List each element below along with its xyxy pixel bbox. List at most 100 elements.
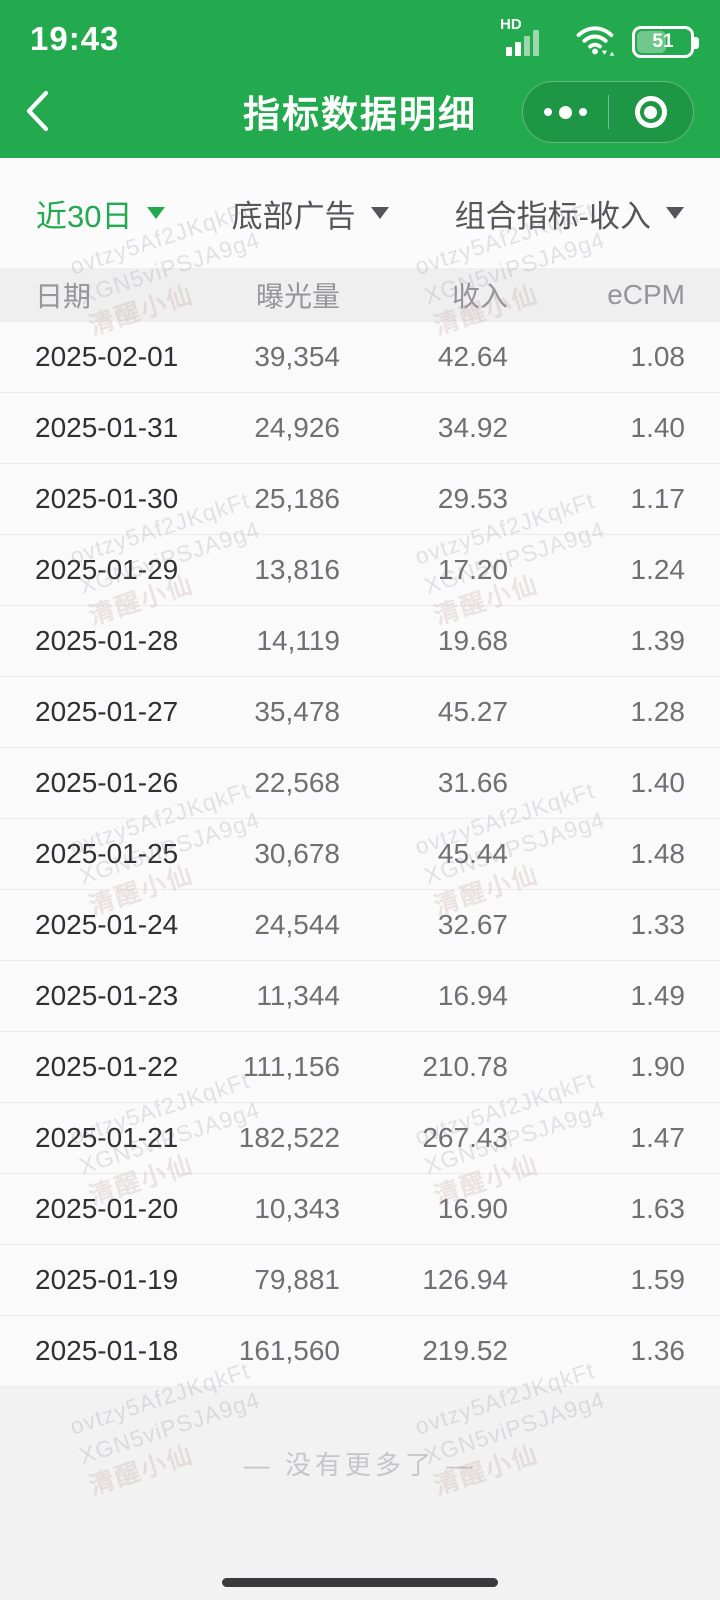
table-row: 2025-01-21 182,522 267.43 1.47 <box>0 1103 720 1174</box>
cell-revenue: 210.78 <box>422 1051 508 1082</box>
filter-metric-combo-label: 组合指标-收入 <box>454 198 651 234</box>
table-row: 2025-01-30 25,186 29.53 1.17 <box>0 464 720 535</box>
cell-ecpm: 1.17 <box>630 483 686 514</box>
cell-revenue: 16.94 <box>437 980 508 1011</box>
cell-ecpm: 1.48 <box>630 838 686 869</box>
wifi-icon <box>576 26 615 56</box>
cell-impressions: 182,522 <box>238 1122 340 1153</box>
hd-badge: HD <box>500 16 522 33</box>
filter-date-range[interactable]: 近30日 <box>36 191 166 236</box>
table-row: 2025-01-18 161,560 219.52 1.36 <box>0 1316 720 1387</box>
status-bar: 19:43 HD 51 <box>0 0 720 64</box>
table-row: 2025-02-01 39,354 42.64 1.08 <box>0 322 720 393</box>
battery-percent: 51 <box>652 31 674 52</box>
cell-impressions: 24,544 <box>254 909 340 940</box>
status-icons: HD 51 <box>500 16 699 58</box>
cell-impressions: 30,678 <box>254 838 340 869</box>
cell-date: 2025-01-23 <box>35 980 179 1011</box>
list-footer: — 没有更多了 — <box>0 1387 720 1600</box>
cell-date: 2025-01-30 <box>35 483 179 514</box>
cell-revenue: 45.44 <box>437 838 508 869</box>
home-indicator-bar[interactable] <box>222 1578 498 1587</box>
filter-date-range-label: 近30日 <box>36 198 133 234</box>
cell-ecpm: 1.36 <box>630 1335 686 1366</box>
no-more-text: — 没有更多了 — <box>243 1450 477 1480</box>
cell-ecpm: 1.39 <box>630 625 686 656</box>
back-chevron-icon <box>26 90 49 132</box>
cell-impressions: 35,478 <box>254 696 340 727</box>
cell-impressions: 10,343 <box>254 1193 340 1224</box>
cell-ecpm: 1.40 <box>630 412 686 443</box>
cell-date: 2025-01-22 <box>35 1051 179 1082</box>
cell-impressions: 22,568 <box>254 767 340 798</box>
cell-impressions: 14,119 <box>256 625 340 656</box>
cell-revenue: 17.20 <box>437 554 508 585</box>
cell-date: 2025-01-26 <box>35 767 179 798</box>
cell-impressions: 25,186 <box>254 483 340 514</box>
filter-bar: 近30日 底部广告 组合指标-收入 <box>0 158 720 268</box>
cell-impressions: 11,344 <box>256 980 340 1011</box>
cell-revenue: 126.94 <box>422 1264 508 1295</box>
chevron-down-icon <box>666 207 684 219</box>
table-row: 2025-01-26 22,568 31.66 1.40 <box>0 748 720 819</box>
cell-ecpm: 1.59 <box>630 1264 686 1295</box>
capsule-divider <box>607 95 609 129</box>
cell-date: 2025-01-27 <box>35 696 179 727</box>
cell-date: 2025-01-21 <box>35 1122 179 1153</box>
table-row: 2025-01-22 111,156 210.78 1.90 <box>0 1032 720 1103</box>
filter-ad-position[interactable]: 底部广告 <box>232 191 389 236</box>
cell-date: 2025-01-28 <box>35 625 179 656</box>
cell-revenue: 45.27 <box>437 696 508 727</box>
battery-fill <box>637 31 666 53</box>
cell-ecpm: 1.63 <box>630 1193 686 1224</box>
column-impressions: 曝光量 <box>255 281 340 312</box>
cell-impressions: 111,156 <box>242 1051 340 1082</box>
mini-program-capsule <box>522 81 694 143</box>
filter-metric-combo[interactable]: 组合指标-收入 <box>455 191 684 236</box>
cell-ecpm: 1.40 <box>630 767 686 798</box>
column-date: 日期 <box>35 281 92 312</box>
chevron-down-icon <box>147 207 166 219</box>
cell-impressions: 39,354 <box>254 341 340 372</box>
cell-ecpm: 1.24 <box>630 554 686 585</box>
table-row: 2025-01-28 14,119 19.68 1.39 <box>0 606 720 677</box>
app-header: 19:43 HD 51 <box>0 0 720 158</box>
cell-date: 2025-02-01 <box>35 341 179 372</box>
battery-nub <box>694 37 699 49</box>
status-time: 19:43 <box>30 20 120 57</box>
table-body: 2025-02-01 39,354 42.64 1.08 2025-01-31 24,92… <box>0 322 720 1387</box>
cell-date: 2025-01-24 <box>35 909 179 940</box>
table-row: 2025-01-27 35,478 45.27 1.28 <box>0 677 720 748</box>
table-row: 2025-01-25 30,678 45.44 1.48 <box>0 819 720 890</box>
chevron-down-icon <box>370 207 389 219</box>
cell-impressions: 13,816 <box>254 554 340 585</box>
table-row: 2025-01-19 79,881 126.94 1.59 <box>0 1245 720 1316</box>
cell-revenue: 16.90 <box>437 1193 508 1224</box>
column-ecpm: eCPM <box>607 279 685 310</box>
table-row: 2025-01-20 10,343 16.90 1.63 <box>0 1174 720 1245</box>
cell-ecpm: 1.47 <box>630 1122 686 1153</box>
cell-date: 2025-01-19 <box>35 1264 179 1295</box>
cell-date: 2025-01-29 <box>35 554 179 585</box>
cell-revenue: 34.92 <box>437 412 508 443</box>
close-minimize-button[interactable] <box>609 82 694 142</box>
cell-ecpm: 1.90 <box>630 1051 686 1082</box>
more-dots-icon <box>543 105 587 119</box>
more-button[interactable] <box>523 82 608 142</box>
back-button[interactable] <box>24 88 64 134</box>
table-row: 2025-01-23 11,344 16.94 1.49 <box>0 961 720 1032</box>
table-row: 2025-01-29 13,816 17.20 1.24 <box>0 535 720 606</box>
filter-ad-position-label: 底部广告 <box>231 198 356 234</box>
cell-revenue: 42.64 <box>437 341 508 372</box>
cell-ecpm: 1.33 <box>630 909 686 940</box>
table-row: 2025-01-24 24,544 32.67 1.33 <box>0 890 720 961</box>
cell-impressions: 161,560 <box>238 1335 340 1366</box>
cell-revenue: 19.68 <box>437 625 508 656</box>
cell-date: 2025-01-25 <box>35 838 179 869</box>
cell-revenue: 29.53 <box>437 483 508 514</box>
cell-impressions: 24,926 <box>254 412 340 443</box>
cell-ecpm: 1.49 <box>630 980 686 1011</box>
cell-revenue: 31.66 <box>437 767 508 798</box>
table-header: 日期 曝光量 收入 eCPM <box>0 268 720 322</box>
